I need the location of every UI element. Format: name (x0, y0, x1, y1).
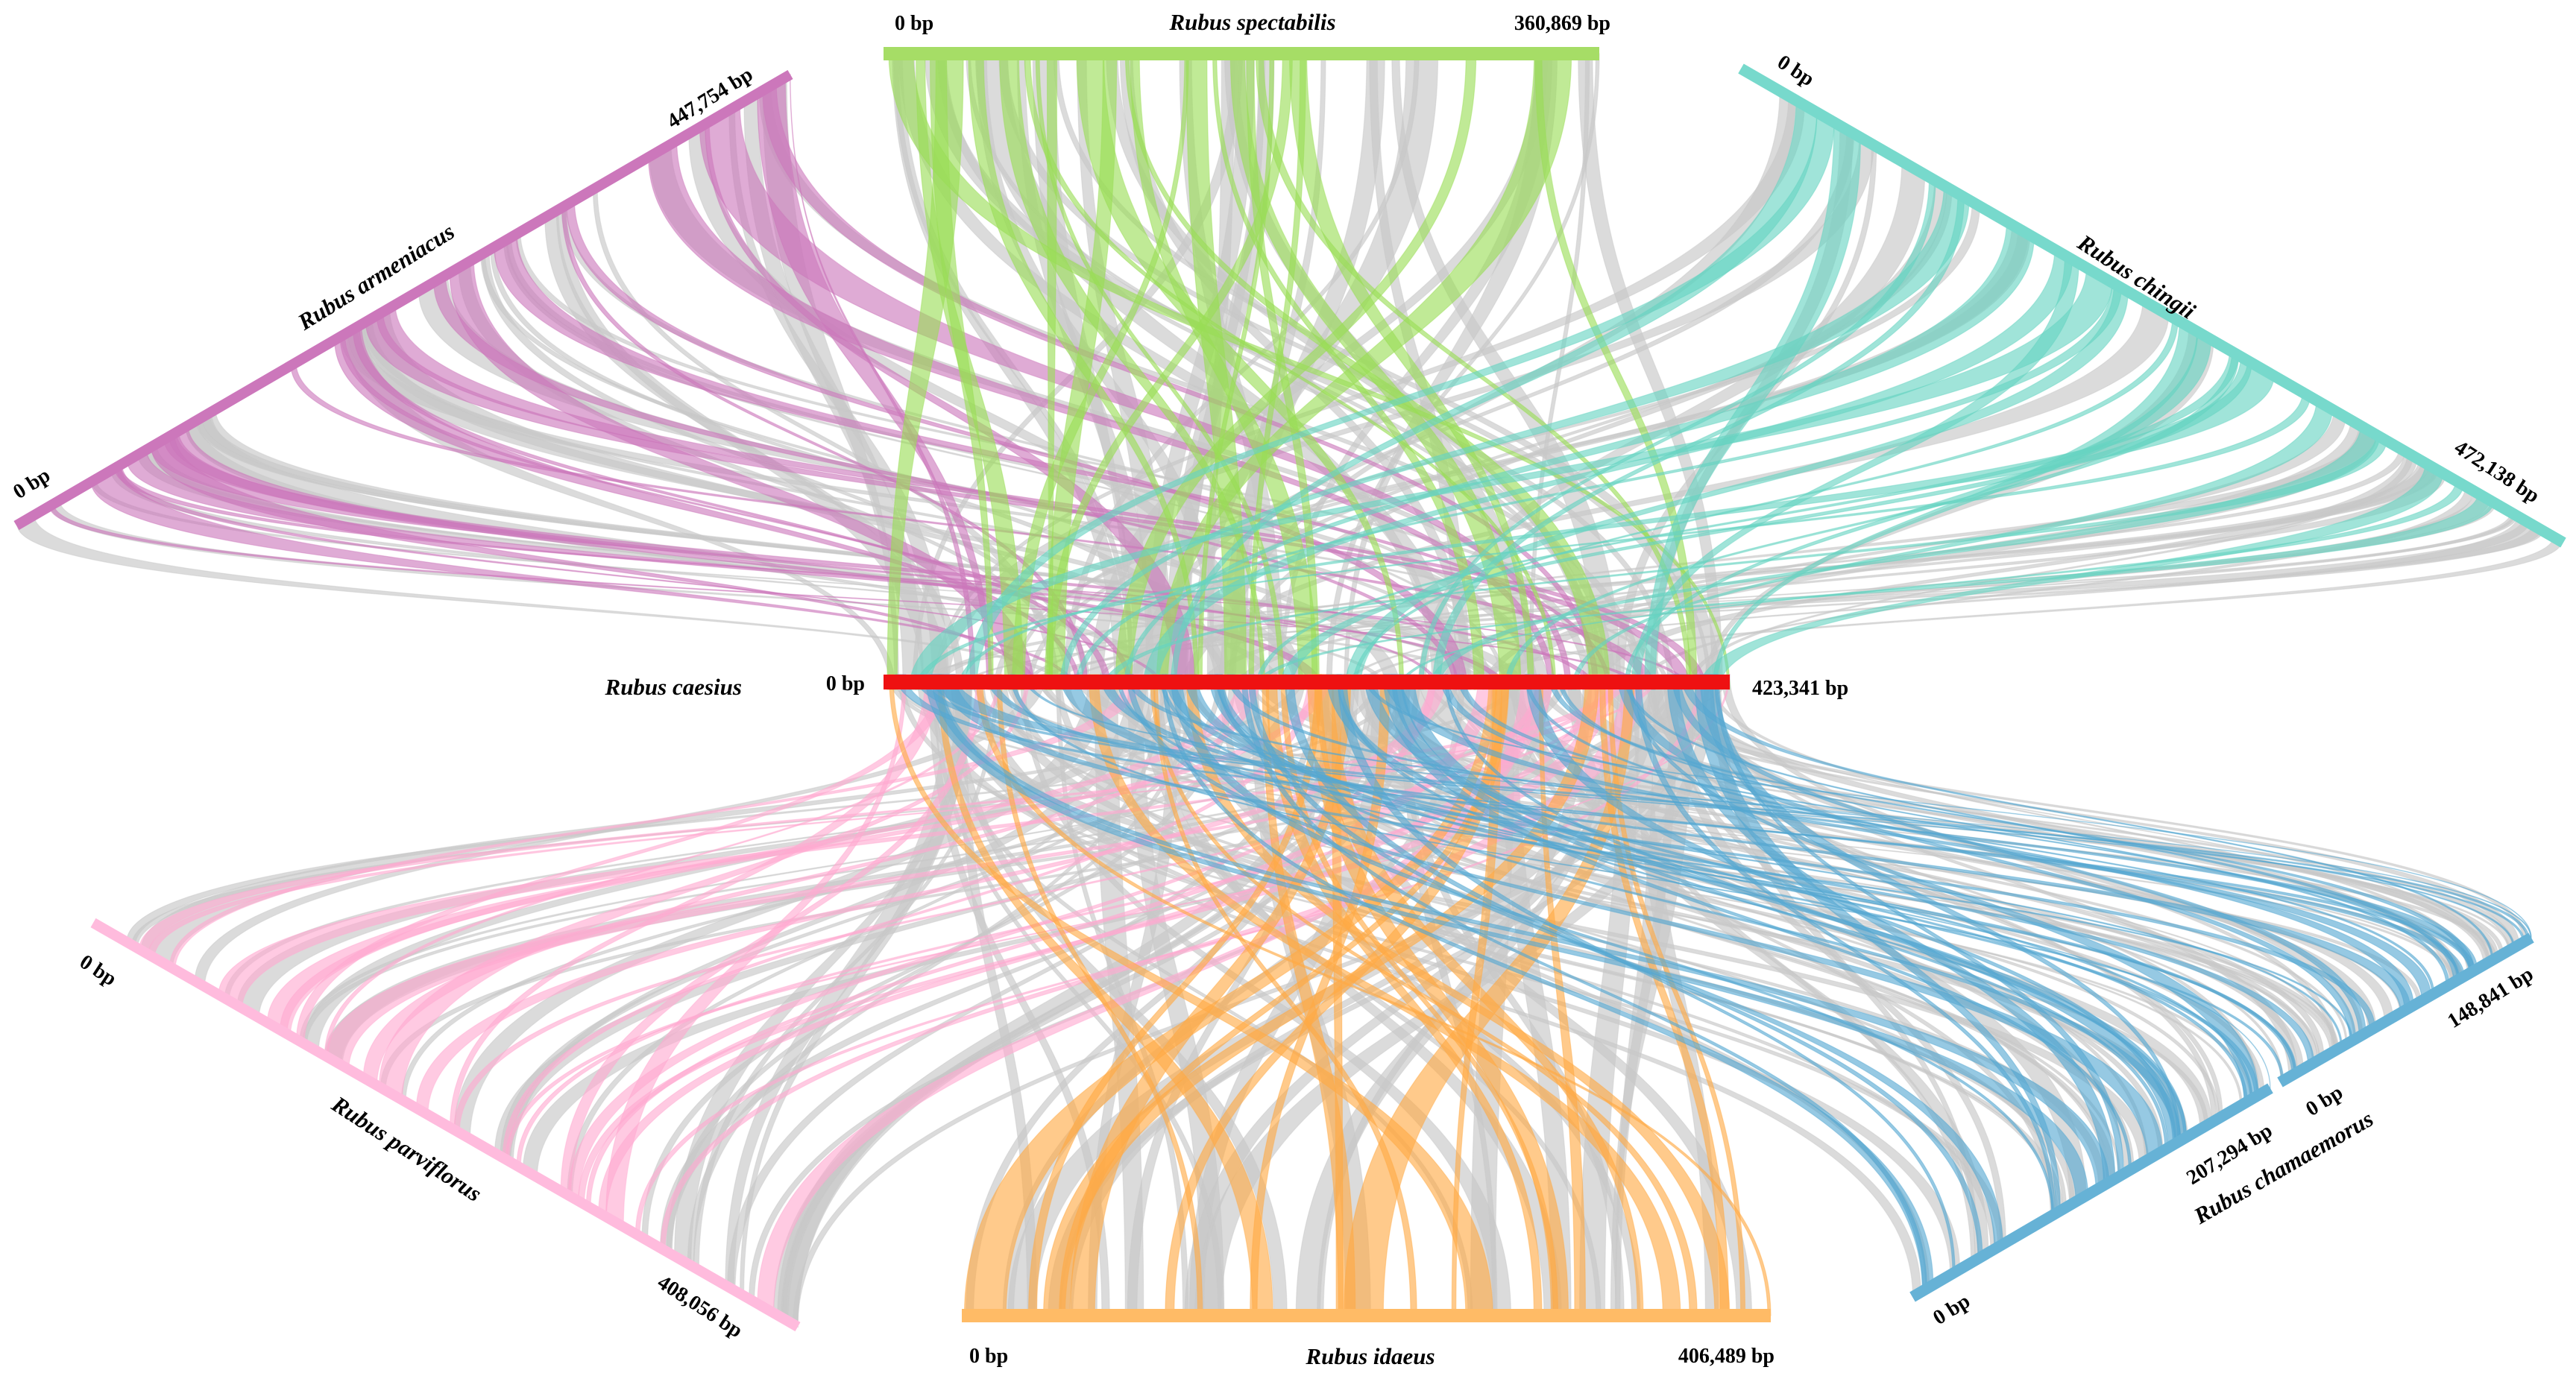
armeniacus-start-label: 0 bp (9, 464, 54, 504)
parviflorus-start-label: 0 bp (75, 950, 121, 991)
chingii-bar (1738, 63, 2566, 548)
chamaemorus-bar-a (1909, 1083, 2273, 1302)
idaeus-name: Rubus idaeus (1305, 1343, 1435, 1369)
parviflorus-bar (90, 918, 801, 1332)
synteny-ribbons (16, 53, 2563, 1328)
chamaemorus-b-start-label: 0 bp (2302, 1081, 2347, 1121)
genome-bars (13, 47, 2566, 1332)
armeniacus-bar (13, 69, 793, 531)
reference-name: Rubus caesius (605, 674, 742, 700)
spectabilis-name: Rubus spectabilis (1168, 9, 1335, 35)
chamaemorus-bar-b (2277, 932, 2534, 1088)
reference-end-label: 423,341 bp (1752, 677, 1848, 700)
idaeus-start-label: 0 bp (969, 1345, 1008, 1368)
reference-start-label: 0 bp (826, 672, 865, 695)
spectabilis-start-label: 0 bp (895, 12, 933, 35)
chamaemorus-a-start-label: 0 bp (1929, 1290, 1974, 1330)
idaeus-end-label: 406,489 bp (1678, 1345, 1774, 1368)
spectabilis-end-label: 360,869 bp (1514, 12, 1610, 35)
